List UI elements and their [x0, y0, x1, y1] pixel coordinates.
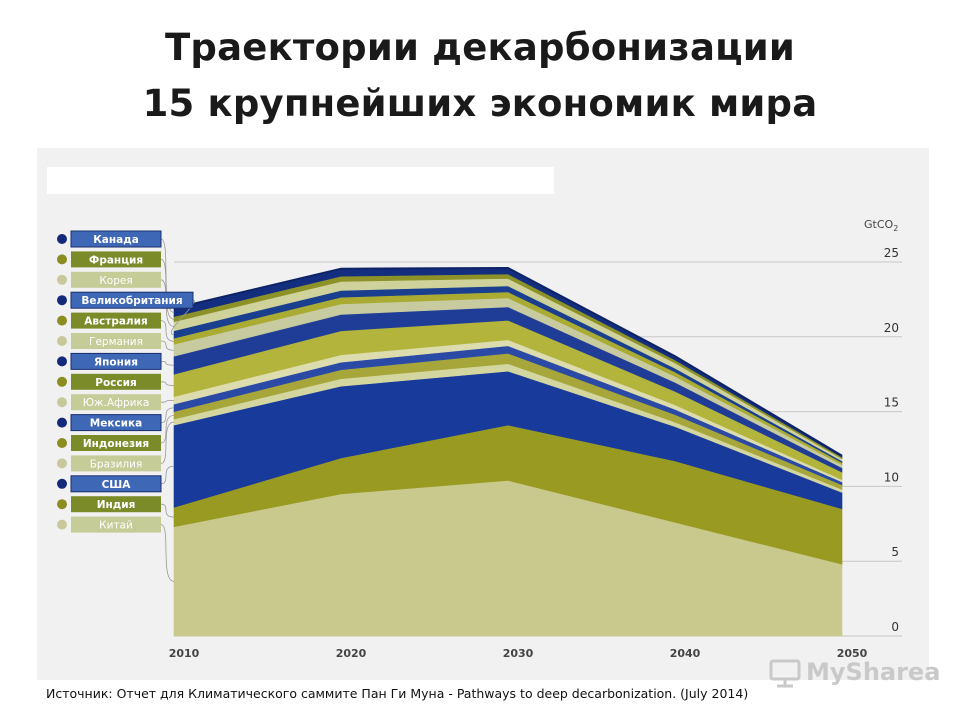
legend-connector	[160, 407, 175, 423]
title-placeholder-box	[47, 167, 554, 194]
y-tick-label: 0	[891, 620, 899, 634]
legend-connector	[160, 340, 175, 351]
legend-bullet	[57, 499, 67, 510]
legend-connector	[160, 381, 175, 386]
legend-bullet	[57, 356, 67, 367]
legend-label: Великобритания	[81, 295, 182, 307]
chart-title-line-1: Траектории декарбонизации	[164, 26, 795, 69]
x-tick-label: 2040	[670, 647, 701, 660]
y-tick-label: 25	[884, 246, 899, 260]
legend-label-box	[71, 455, 161, 472]
legend-layer: Канада Франция Корея Великобритания Австрали…	[57, 230, 194, 533]
legend-label-box	[70, 414, 162, 432]
legend-label: Россия	[95, 377, 136, 389]
legend-label: Канада	[93, 234, 139, 246]
legend-connector	[160, 524, 175, 582]
legend-label-box	[71, 251, 161, 268]
x-tick-label: 2010	[169, 647, 200, 660]
y-tick-label: 15	[884, 396, 899, 410]
legend-connector	[160, 361, 175, 366]
legend-label-box	[71, 373, 161, 390]
watermark-logo: MySharea	[768, 658, 940, 688]
chart-svg: Канада Франция Корея Великобритания Австрали…	[47, 167, 902, 660]
x-tick-label: 2030	[503, 647, 534, 660]
legend-bullet	[57, 234, 67, 244]
legend-label-box	[70, 230, 162, 248]
legend-connector	[160, 414, 175, 444]
legend-bullet	[57, 417, 67, 428]
legend-label-box	[70, 352, 162, 370]
legend-connector	[160, 320, 175, 342]
legend-label: Индонезия	[83, 438, 149, 450]
axis-layer: GtCO2 0 5 10 15 20 25 2010 2020 2030 2040 2050	[169, 218, 899, 660]
legend-bullet	[57, 254, 67, 265]
legend-label: Австралия	[84, 316, 147, 328]
legend-label-box	[70, 475, 162, 493]
legend-connector	[160, 465, 175, 485]
legend-label: Мексика	[90, 418, 143, 430]
legend-bullet	[57, 315, 67, 326]
unit-label: GtCO2	[864, 218, 898, 233]
legend-bullet	[57, 336, 67, 346]
legend-bullet	[57, 438, 67, 448]
legend-label-box	[71, 516, 161, 533]
legend-label-box	[71, 394, 161, 411]
chart-title-line-2: 15 крупнейших экономик мира	[142, 82, 818, 125]
area-layer	[173, 266, 843, 637]
y-tick-label: 20	[884, 321, 899, 335]
legend-connector	[160, 259, 175, 320]
legend-connector	[160, 399, 175, 403]
legend-bullet	[57, 519, 67, 530]
source-note: Источник: Отчет для Климатического самми…	[46, 686, 749, 701]
legend-label-box	[71, 435, 161, 451]
legend-bullet	[57, 274, 67, 285]
legend-label-box	[71, 312, 161, 329]
y-tick-label: 10	[884, 470, 899, 484]
legend-bullet	[57, 458, 67, 469]
legend-label: Корея	[99, 275, 132, 287]
legend-label-box	[71, 333, 161, 349]
legend-bullet	[57, 295, 67, 306]
legend-connector	[170, 299, 195, 335]
y-tick-label: 5	[891, 545, 899, 559]
total-outline	[173, 266, 843, 457]
legend-label: Бразилия	[90, 458, 143, 470]
legend-connector	[160, 503, 175, 518]
legend-label: США	[102, 479, 132, 491]
legend-label-box	[71, 271, 161, 288]
x-tick-label: 2020	[336, 647, 367, 660]
legend-bullet	[57, 397, 67, 408]
legend-label: Япония	[94, 356, 138, 368]
legend-label: Юж.Африка	[83, 397, 150, 409]
legend-bullet	[57, 376, 67, 387]
legend-label: Индия	[97, 499, 136, 511]
chart-panel: Канада Франция Корея Великобритания Австрали…	[37, 148, 929, 680]
legend-label: Германия	[89, 336, 143, 348]
presentation-icon	[769, 659, 801, 688]
legend-label-box	[71, 496, 161, 513]
legend-label-box	[70, 291, 194, 309]
watermark-text: MySharea	[806, 658, 941, 686]
legend-connector	[160, 421, 175, 464]
x-tick-label: 2050	[837, 647, 868, 660]
legend-label: Китай	[99, 520, 133, 532]
legend-bullet	[57, 478, 67, 489]
legend-label: Франция	[89, 254, 143, 266]
unit-subscript: 2	[893, 224, 898, 233]
